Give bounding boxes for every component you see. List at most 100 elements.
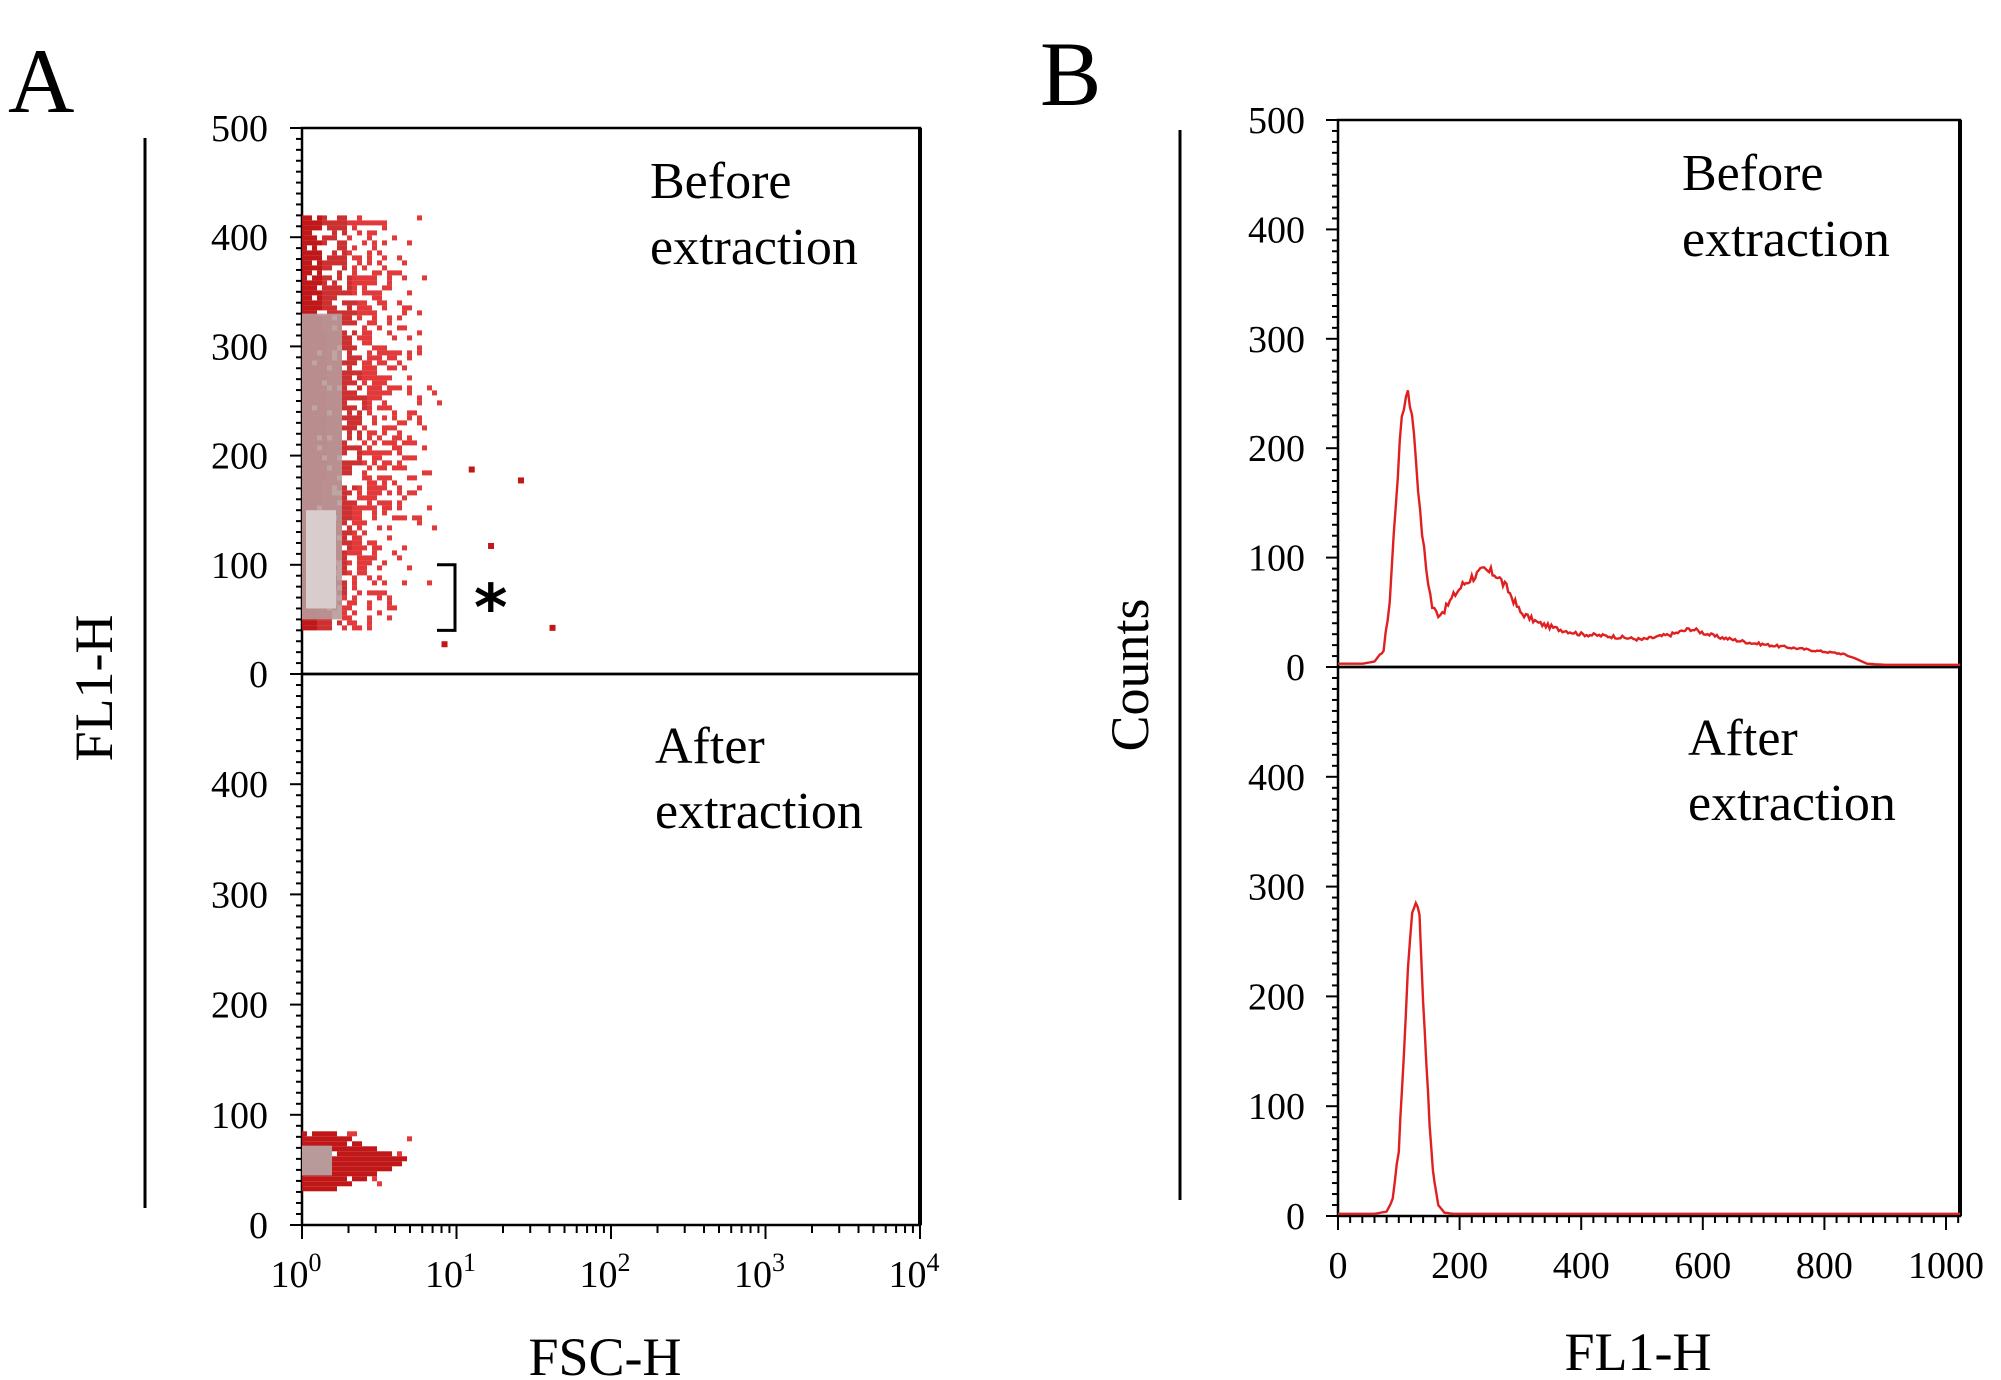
before-event <box>302 245 307 251</box>
a-xtick-label: 101 <box>425 1248 476 1296</box>
before-event <box>387 365 392 371</box>
before-event <box>377 525 382 531</box>
before-event <box>357 275 362 281</box>
before-event <box>377 465 382 471</box>
before-event <box>377 290 382 296</box>
before-event <box>307 225 312 231</box>
before-event <box>367 620 372 626</box>
before-event <box>387 535 392 541</box>
after-event <box>337 1171 342 1177</box>
before-event <box>342 425 347 431</box>
before-event <box>432 390 437 396</box>
before-event <box>372 545 377 551</box>
before-event <box>302 295 307 301</box>
before-event <box>352 595 357 601</box>
before-event <box>362 400 367 406</box>
before-event <box>372 480 377 486</box>
before-event <box>302 310 307 316</box>
before-event <box>362 425 367 431</box>
before-event <box>357 420 362 426</box>
after-event <box>322 1131 327 1137</box>
dot-plot-before <box>302 215 556 648</box>
before-event <box>302 260 307 266</box>
before-event <box>342 320 347 326</box>
before-event <box>322 275 327 281</box>
before-event <box>357 260 362 266</box>
before-event <box>382 465 387 471</box>
before-event <box>362 300 367 306</box>
before-event <box>327 225 332 231</box>
before-event <box>337 260 342 266</box>
before-event <box>327 260 332 266</box>
before-event <box>357 460 362 466</box>
before-event <box>377 455 382 461</box>
b-xtick-label: 400 <box>1553 1245 1610 1287</box>
before-event <box>312 235 317 241</box>
before-event <box>367 615 372 621</box>
frame-a-top-rect <box>300 126 922 676</box>
before-event <box>347 435 352 441</box>
before-event <box>362 380 367 386</box>
before-event <box>312 255 317 261</box>
before-event <box>342 415 347 421</box>
before-event <box>387 385 392 391</box>
before-event <box>302 255 307 261</box>
before-event <box>377 385 382 391</box>
a-xtick-label: 103 <box>734 1248 785 1296</box>
before-event <box>357 255 362 261</box>
x-axis-title-a: FSC-H <box>528 1327 681 1380</box>
before-event <box>392 465 397 471</box>
before-event <box>327 265 332 271</box>
before-event <box>367 355 372 361</box>
before-event <box>352 585 357 591</box>
before-event <box>372 230 377 236</box>
before-event <box>372 515 377 521</box>
after-event <box>357 1151 362 1157</box>
before-event <box>372 380 377 386</box>
dot-plot-after <box>302 1131 412 1192</box>
before-event <box>362 520 367 526</box>
before-event <box>387 490 392 496</box>
before-event <box>332 235 337 241</box>
before-event <box>307 240 312 246</box>
before-event <box>407 335 412 341</box>
before-event <box>367 350 372 356</box>
before-event <box>377 435 382 441</box>
before-event <box>312 240 317 246</box>
before-event <box>357 485 362 491</box>
histogram-after-line <box>1338 899 1960 1215</box>
before-outlier <box>441 641 448 648</box>
before-event <box>347 445 352 451</box>
before-event <box>412 440 417 446</box>
before-event <box>312 305 317 311</box>
before-event <box>352 460 357 466</box>
before-event <box>332 250 337 256</box>
before-event <box>302 625 307 631</box>
before-event <box>392 355 397 361</box>
after-event <box>347 1146 352 1152</box>
before-event <box>407 410 412 416</box>
before-event <box>342 245 347 251</box>
before-event <box>372 555 377 561</box>
before-event <box>377 450 382 456</box>
before-event <box>342 370 347 376</box>
before-event <box>397 325 402 331</box>
before-event <box>362 240 367 246</box>
before-event <box>387 500 392 506</box>
before-event <box>307 235 312 241</box>
before-event <box>307 625 312 631</box>
after-event <box>312 1131 317 1137</box>
before-event <box>347 300 352 306</box>
before-event <box>367 450 372 456</box>
b-bottom-ytick-label: 100 <box>1248 1086 1305 1128</box>
before-event <box>312 310 317 316</box>
plot-frame-a-bottom <box>300 672 922 1227</box>
x-axis-title-b: FL1-H <box>1565 1322 1712 1380</box>
before-event <box>357 315 362 321</box>
before-event <box>367 505 372 511</box>
before-event <box>312 265 317 271</box>
after-event <box>367 1166 372 1172</box>
before-event <box>367 340 372 346</box>
before-event <box>327 220 332 226</box>
b-xtick-label: 200 <box>1431 1245 1488 1287</box>
